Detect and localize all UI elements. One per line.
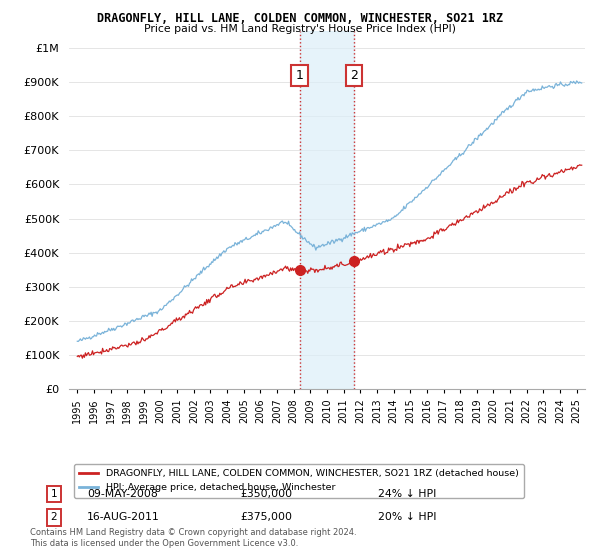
Text: DRAGONFLY, HILL LANE, COLDEN COMMON, WINCHESTER, SO21 1RZ: DRAGONFLY, HILL LANE, COLDEN COMMON, WIN… (97, 12, 503, 25)
Text: 20% ↓ HPI: 20% ↓ HPI (378, 512, 437, 522)
Text: 2: 2 (50, 512, 58, 522)
Text: 09-MAY-2008: 09-MAY-2008 (87, 489, 158, 499)
Text: £375,000: £375,000 (240, 512, 292, 522)
Text: 2: 2 (350, 69, 358, 82)
Text: 16-AUG-2011: 16-AUG-2011 (87, 512, 160, 522)
Bar (300, 31, 354, 389)
Text: 1: 1 (296, 69, 304, 82)
Text: Price paid vs. HM Land Registry's House Price Index (HPI): Price paid vs. HM Land Registry's House … (144, 24, 456, 34)
Legend: DRAGONFLY, HILL LANE, COLDEN COMMON, WINCHESTER, SO21 1RZ (detached house), HPI:: DRAGONFLY, HILL LANE, COLDEN COMMON, WIN… (74, 464, 524, 498)
Text: £350,000: £350,000 (240, 489, 292, 499)
Text: Contains HM Land Registry data © Crown copyright and database right 2024.
This d: Contains HM Land Registry data © Crown c… (30, 528, 356, 548)
Text: 1: 1 (50, 489, 58, 499)
Text: 24% ↓ HPI: 24% ↓ HPI (378, 489, 436, 499)
